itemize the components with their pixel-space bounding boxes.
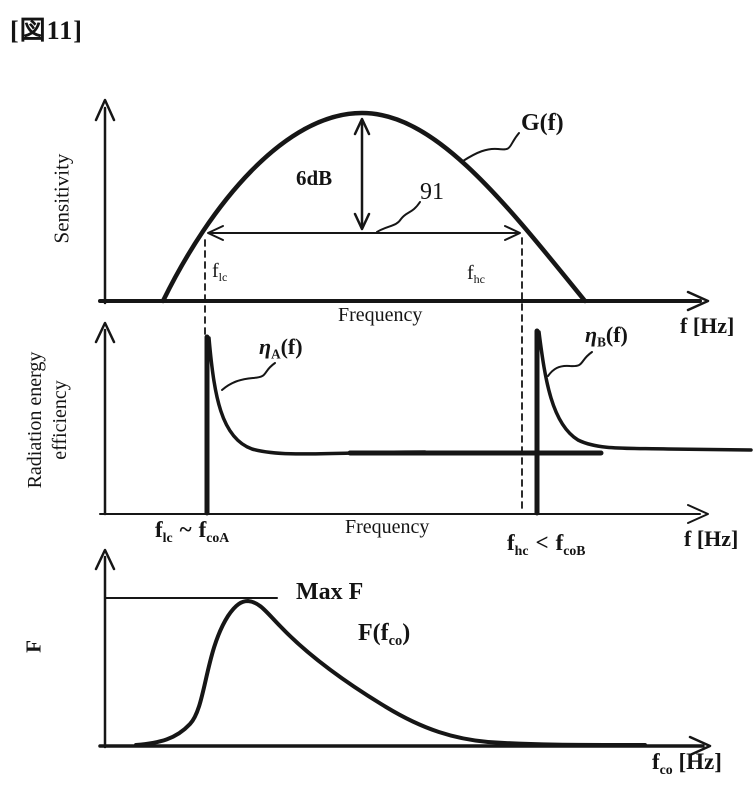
gf-label-leader (462, 132, 520, 162)
ref-91-label: 91 (420, 179, 444, 205)
bottom-plot (94, 548, 712, 757)
eta-b-symbol: η (585, 322, 598, 347)
flc-fcoa-base1: f (155, 517, 163, 542)
bandwidth-arrowhead-left (207, 225, 224, 241)
f-fco-sub: co (388, 633, 403, 650)
eta-a-label: ηA(f) (259, 334, 303, 361)
middle-x-axis-label: Frequency (345, 516, 430, 538)
top-x-axis-unit: f [Hz] (680, 313, 735, 338)
middle-y-axis-label-line2: efficiency (49, 380, 71, 460)
six-db-arrowhead-bottom (353, 212, 371, 231)
fhc-fcob-sub2: coB (563, 542, 586, 558)
eta-b-label: ηB(f) (585, 322, 628, 349)
eta-a-symbol: η (259, 334, 272, 359)
fhc-fcob-label: fhc < fcoB (507, 530, 586, 557)
middle-y-axis-arrowhead (94, 321, 116, 344)
flc-fcoa-sub1: lc (162, 529, 173, 545)
figure-title: [図11] (10, 16, 83, 45)
eta-b-sub: B (597, 334, 606, 350)
fhc-label: fhc (467, 262, 485, 287)
middle-plot (94, 321, 753, 524)
gf-curve (160, 110, 588, 304)
f-fco-pre: F(f (358, 620, 389, 646)
middle-y-axis-label: Radiation energy efficiency (23, 310, 73, 530)
flc-fcoa-relation: ~ (179, 517, 192, 542)
flc-fcoa-base2: f (198, 517, 207, 542)
fhc-fcob-base2: f (555, 530, 564, 555)
eta-a-label-leader (221, 362, 276, 391)
eta-a-arg: (f) (280, 334, 303, 359)
fhc-fcob-base1: f (507, 530, 515, 555)
ref-91-leader (376, 201, 421, 233)
max-f-label: Max F (296, 579, 364, 605)
bottom-y-axis-arrowhead (94, 548, 116, 571)
fco-unit-sub: co (659, 761, 673, 777)
fco-unit-bracket: [Hz] (678, 749, 722, 774)
top-y-axis-arrowhead (94, 98, 116, 122)
flc-fcoa-sub2: coA (206, 529, 230, 545)
eta-b-decay-curve (537, 330, 753, 452)
eta-b-label-leader (547, 351, 593, 377)
six-db-label: 6dB (296, 166, 333, 190)
middle-x-axis-unit: f [Hz] (684, 526, 739, 551)
f-fco-curve-label: F(fco) (358, 620, 411, 648)
f-fco-curve (134, 599, 647, 747)
flc-label: flc (212, 260, 228, 285)
middle-y-axis-label-line1: Radiation energy (24, 351, 46, 489)
gf-curve-label: G(f) (521, 110, 564, 136)
fhc-fcob-sub1: hc (514, 542, 529, 558)
bottom-x-axis-unit: fco [Hz] (652, 749, 722, 776)
eta-b-arg: (f) (605, 322, 628, 347)
bottom-x-axis-arrowhead (688, 735, 712, 757)
flc-sub: lc (218, 270, 228, 285)
top-x-axis-label: Frequency (338, 304, 423, 326)
bandwidth-arrowhead-right (504, 225, 521, 241)
flc-fcoa-label: flc ~ fcoA (155, 517, 229, 544)
fhc-sub: hc (473, 272, 485, 287)
f-fco-post: ) (402, 620, 411, 646)
fhc-base: f (467, 262, 474, 284)
flc-base: f (212, 260, 219, 282)
six-db-arrowhead-top (353, 117, 371, 136)
eta-a-decay-curve (207, 336, 427, 456)
top-x-axis-arrowhead (686, 290, 710, 312)
eta-a-sub: A (271, 346, 281, 362)
top-plot (94, 98, 710, 510)
top-y-axis-label: Sensitivity (49, 153, 74, 244)
fco-unit-base: f (652, 749, 660, 774)
bottom-y-axis-label: F (21, 640, 46, 653)
middle-x-axis-arrowhead (687, 504, 709, 524)
fhc-fcob-relation: < (535, 530, 549, 555)
